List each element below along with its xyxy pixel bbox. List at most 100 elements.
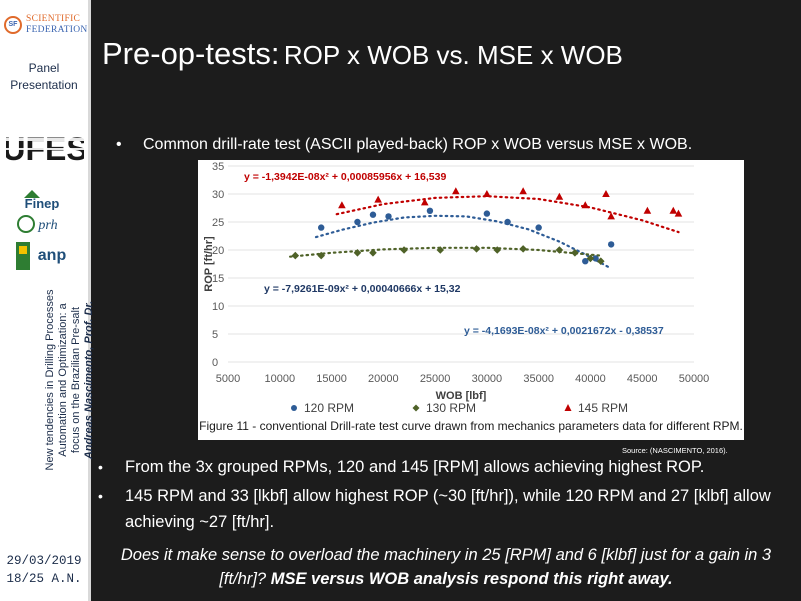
- data-point-120-rpm: [592, 255, 599, 262]
- panel-presentation-label: Panel Presentation: [0, 60, 88, 94]
- y-tick-label: 25: [212, 217, 224, 229]
- x-tick-label: 5000: [216, 373, 240, 385]
- presentation-subtitle-vertical: New tendencies in Drilling Processes Aut…: [44, 270, 96, 490]
- closing-question-part2: MSE versus WOB analysis respond this rig…: [270, 570, 673, 588]
- data-point-145-rpm: [483, 190, 491, 197]
- data-point-130-rpm: [436, 246, 445, 254]
- trendline-145-rpm: [335, 195, 680, 234]
- bullet-icon: •: [98, 488, 103, 504]
- data-point-145-rpm: [338, 201, 346, 209]
- x-tick-label: 45000: [627, 373, 658, 385]
- anp-logo-text: anp: [38, 247, 67, 264]
- slide-title: Pre-op-tests: ROP x WOB vs. MSE x WOB: [102, 36, 623, 72]
- data-point-130-rpm: [597, 257, 605, 265]
- data-point-120-rpm: [582, 258, 589, 265]
- data-point-145-rpm: [643, 206, 652, 214]
- data-point-120-rpm: [318, 224, 325, 231]
- slide-date: 29/03/2019: [6, 554, 82, 568]
- y-tick-label: 5: [212, 329, 218, 341]
- finep-logo-text: Finep: [25, 196, 60, 210]
- y-tick-label: 15: [212, 273, 224, 285]
- panel-label-line1: Panel: [28, 61, 60, 75]
- x-axis-title: WOB [lbf]: [436, 390, 487, 402]
- data-point-130-rpm: [472, 245, 481, 253]
- anp-logo: anp: [16, 242, 67, 270]
- data-point-120-rpm: [535, 224, 542, 231]
- trendline-equation-145-rpm: y = -1,3942E-08x² + 0,00085956x + 16,539: [244, 171, 446, 183]
- trendline-equation-120-rpm: y = -4,1693E-08x² + 0,0021672x - 0,38537: [464, 325, 664, 337]
- data-point-145-rpm: [555, 192, 564, 200]
- finep-logo: Finep: [24, 190, 60, 210]
- x-tick-label: 10000: [264, 373, 295, 385]
- data-point-145-rpm: [602, 190, 610, 197]
- bullet-text-3: 145 RPM and 33 [lkbf] allow highest ROP …: [125, 487, 771, 531]
- data-point-130-rpm: [493, 246, 502, 254]
- slide-number: 18/25 A.N.: [6, 572, 82, 586]
- data-point-130-rpm: [586, 254, 595, 263]
- sf-logo-mark: SF: [4, 16, 22, 34]
- sf-logo-text: SCIENTIFIC FEDERATION: [26, 14, 88, 36]
- trendline-120-rpm: [314, 214, 613, 270]
- data-point-120-rpm: [607, 241, 615, 248]
- data-point-145-rpm: [519, 187, 527, 195]
- y-tick-label: 30: [212, 189, 224, 201]
- slide-title-main: Pre-op-tests:: [102, 36, 280, 71]
- bullet-text-1: Common drill-rate test (ASCII played-bac…: [143, 136, 693, 153]
- y-tick-label: 20: [212, 245, 224, 257]
- data-point-130-rpm: [400, 246, 408, 254]
- y-tick-label: 0: [212, 357, 218, 369]
- y-axis-title: ROP [ft/hr]: [203, 236, 215, 292]
- legend-marker-130-rpm: [412, 404, 420, 412]
- closing-question-part1: Does it make sense to overload the machi…: [120, 546, 772, 588]
- trendline-equation-130-rpm: y = -7,9261E-09x² + 0,00040666x + 15,32: [264, 283, 461, 295]
- data-point-130-rpm: [353, 249, 362, 257]
- data-point-145-rpm: [669, 206, 678, 214]
- x-tick-label: 35000: [523, 373, 554, 385]
- data-point-130-rpm: [519, 245, 527, 253]
- panel-label-line2: Presentation: [10, 78, 78, 92]
- bullet-icon: •: [116, 136, 122, 153]
- prh-logo: prh: [17, 215, 58, 233]
- data-point-120-rpm: [504, 218, 511, 226]
- vertical-line1: New tendencies in Drilling Processes: [44, 289, 56, 471]
- legend-label-130-rpm: 130 RPM: [426, 401, 476, 415]
- legend-marker-145-rpm: [564, 404, 572, 411]
- data-point-145-rpm: [607, 212, 615, 220]
- sidebar: SF SCIENTIFIC FEDERATION Panel Presentat…: [0, 0, 95, 601]
- legend-label-145-rpm: 145 RPM: [578, 401, 628, 415]
- legend-label-120-rpm: 120 RPM: [304, 401, 354, 415]
- slide-title-sub: ROP x WOB vs. MSE x WOB: [283, 40, 623, 70]
- y-tick-label: 10: [212, 301, 224, 313]
- data-point-120-rpm: [369, 211, 377, 218]
- scientific-federation-logo: SF SCIENTIFIC FEDERATION: [2, 12, 88, 40]
- data-point-120-rpm: [354, 218, 361, 226]
- x-tick-label: 40000: [575, 373, 606, 385]
- vertical-line2: Automation and Optimization: a: [57, 303, 69, 457]
- x-tick-label: 20000: [368, 373, 399, 385]
- sf-logo-line1: SCIENTIFIC: [26, 14, 81, 24]
- data-point-130-rpm: [555, 246, 564, 254]
- data-point-120-rpm: [426, 207, 434, 214]
- ufes-logo: UFES: [6, 124, 84, 168]
- data-point-145-rpm: [674, 209, 683, 217]
- data-point-145-rpm: [452, 187, 460, 195]
- x-tick-label: 15000: [316, 373, 347, 385]
- legend-marker-120-rpm: [291, 405, 297, 411]
- data-point-130-rpm: [291, 251, 300, 260]
- slide-footer: 29/03/2019 18/25 A.N.: [0, 552, 88, 588]
- y-tick-label: 35: [212, 161, 224, 173]
- sf-logo-line2: FEDERATION: [26, 25, 88, 35]
- x-tick-label: 50000: [679, 373, 710, 385]
- bullet-icon: •: [98, 459, 103, 475]
- x-tick-label: 30000: [472, 373, 503, 385]
- vertical-line3: focus on the Brazilian Pre-salt: [70, 306, 82, 454]
- x-tick-label: 25000: [420, 373, 451, 385]
- bullet-text-2: From the 3x grouped RPMs, 120 and 145 [R…: [125, 458, 705, 476]
- vertical-author: Andreas Nascimento, Prof. Dr.: [83, 300, 95, 460]
- data-point-120-rpm: [483, 210, 491, 217]
- data-point-145-rpm: [581, 201, 590, 209]
- prh-logo-text: prh: [37, 218, 57, 233]
- chart-source: Source: (NASCIMENTO, 2016).: [622, 446, 728, 455]
- drill-rate-chart: 0 5 10 15 20 25 30 35 5000 10000 15000 20000 25000 30…: [198, 160, 744, 440]
- data-point-145-rpm: [374, 195, 382, 203]
